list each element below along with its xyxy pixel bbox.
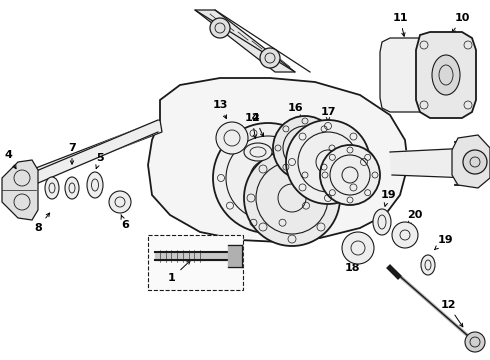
Text: 10: 10 [452,13,470,33]
Circle shape [333,146,377,190]
Text: 18: 18 [344,254,360,273]
Polygon shape [390,148,470,175]
Text: 1: 1 [168,261,190,283]
Circle shape [213,123,323,233]
Text: 7: 7 [68,143,76,164]
Polygon shape [416,32,476,118]
Ellipse shape [87,172,103,198]
Ellipse shape [45,177,59,199]
Bar [148,235,243,290]
Polygon shape [148,78,408,242]
Circle shape [342,232,374,264]
Ellipse shape [244,143,272,161]
Circle shape [260,48,280,68]
Ellipse shape [432,55,460,95]
Circle shape [273,116,337,180]
Ellipse shape [373,209,391,235]
Text: 19: 19 [435,235,453,250]
Ellipse shape [421,255,435,275]
Circle shape [109,191,131,213]
Text: 14: 14 [244,113,260,138]
Text: 17: 17 [320,107,336,121]
Circle shape [216,122,248,154]
Circle shape [210,18,230,38]
Polygon shape [2,160,38,220]
Polygon shape [195,10,295,72]
Text: 3: 3 [281,143,291,161]
Circle shape [465,332,485,352]
Text: 12: 12 [440,300,463,327]
Text: 20: 20 [407,210,423,225]
Text: 2: 2 [251,113,264,136]
Text: 15: 15 [344,143,360,157]
Circle shape [392,222,418,248]
Text: 16: 16 [287,103,303,119]
Polygon shape [10,120,162,190]
Circle shape [244,150,340,246]
Polygon shape [380,38,432,112]
Circle shape [320,145,380,205]
Circle shape [463,150,487,174]
Text: 9: 9 [348,186,356,200]
Polygon shape [455,138,478,185]
Text: 4: 4 [4,150,16,169]
Polygon shape [155,252,238,260]
Text: 11: 11 [392,13,408,36]
Ellipse shape [65,177,79,199]
Polygon shape [452,135,490,188]
Polygon shape [10,120,158,195]
Text: 8: 8 [34,213,49,233]
Circle shape [286,120,370,204]
Text: 13: 13 [212,100,228,118]
Text: 6: 6 [121,215,129,230]
Text: 5: 5 [96,153,104,168]
Polygon shape [228,245,242,267]
Text: 19: 19 [380,190,396,206]
